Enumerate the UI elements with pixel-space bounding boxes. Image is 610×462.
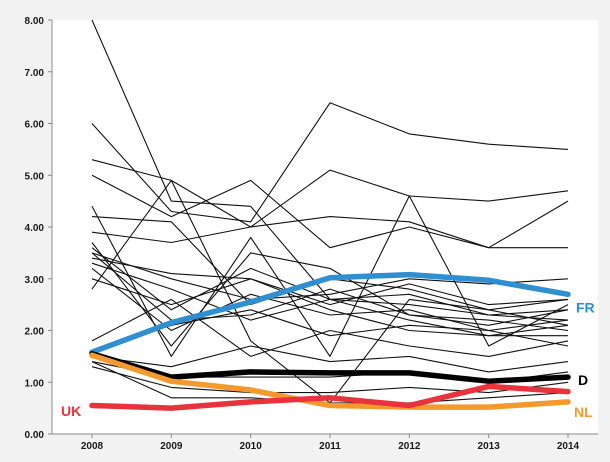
y-tick-label: 2.00 xyxy=(25,327,45,338)
y-tick-label: 0.00 xyxy=(25,430,45,441)
y-tick-label: 5.00 xyxy=(25,171,45,182)
series-label-nl: NL xyxy=(574,404,593,420)
x-tick-label: 2012 xyxy=(398,441,421,452)
background-series-line xyxy=(91,242,569,347)
series-label-d: D xyxy=(578,372,588,388)
series-line-d xyxy=(89,351,571,384)
series-label-uk: UK xyxy=(61,403,81,419)
background-series-line xyxy=(91,102,569,223)
series-line-uk xyxy=(89,383,571,411)
y-tick-label: 7.00 xyxy=(25,68,45,79)
x-tick-label: 2009 xyxy=(160,441,183,452)
y-tick-label: 3.00 xyxy=(25,275,45,286)
plot-area xyxy=(52,20,598,434)
x-tick-label: 2013 xyxy=(478,441,501,452)
background-series-line xyxy=(91,298,569,357)
x-tick-label: 2014 xyxy=(557,441,580,452)
series-line-fr xyxy=(89,271,571,355)
background-series-line xyxy=(91,216,568,249)
y-tick-label: 8.00 xyxy=(25,16,45,27)
x-tick-label: 2010 xyxy=(240,441,263,452)
x-tick-label: 2011 xyxy=(319,441,341,452)
background-series-line xyxy=(91,195,569,357)
y-tick-label: 1.00 xyxy=(25,378,45,389)
series-label-fr: FR xyxy=(576,299,595,315)
background-series-line xyxy=(91,366,569,394)
y-tick-label: 6.00 xyxy=(25,120,45,131)
y-tick-label: 4.00 xyxy=(25,223,45,234)
background-series-line xyxy=(91,278,569,337)
series-line-nl xyxy=(89,352,571,410)
background-series-line xyxy=(91,257,569,306)
background-series-line xyxy=(91,252,569,300)
x-tick-label: 2008 xyxy=(81,441,104,452)
background-series-line xyxy=(91,345,569,373)
